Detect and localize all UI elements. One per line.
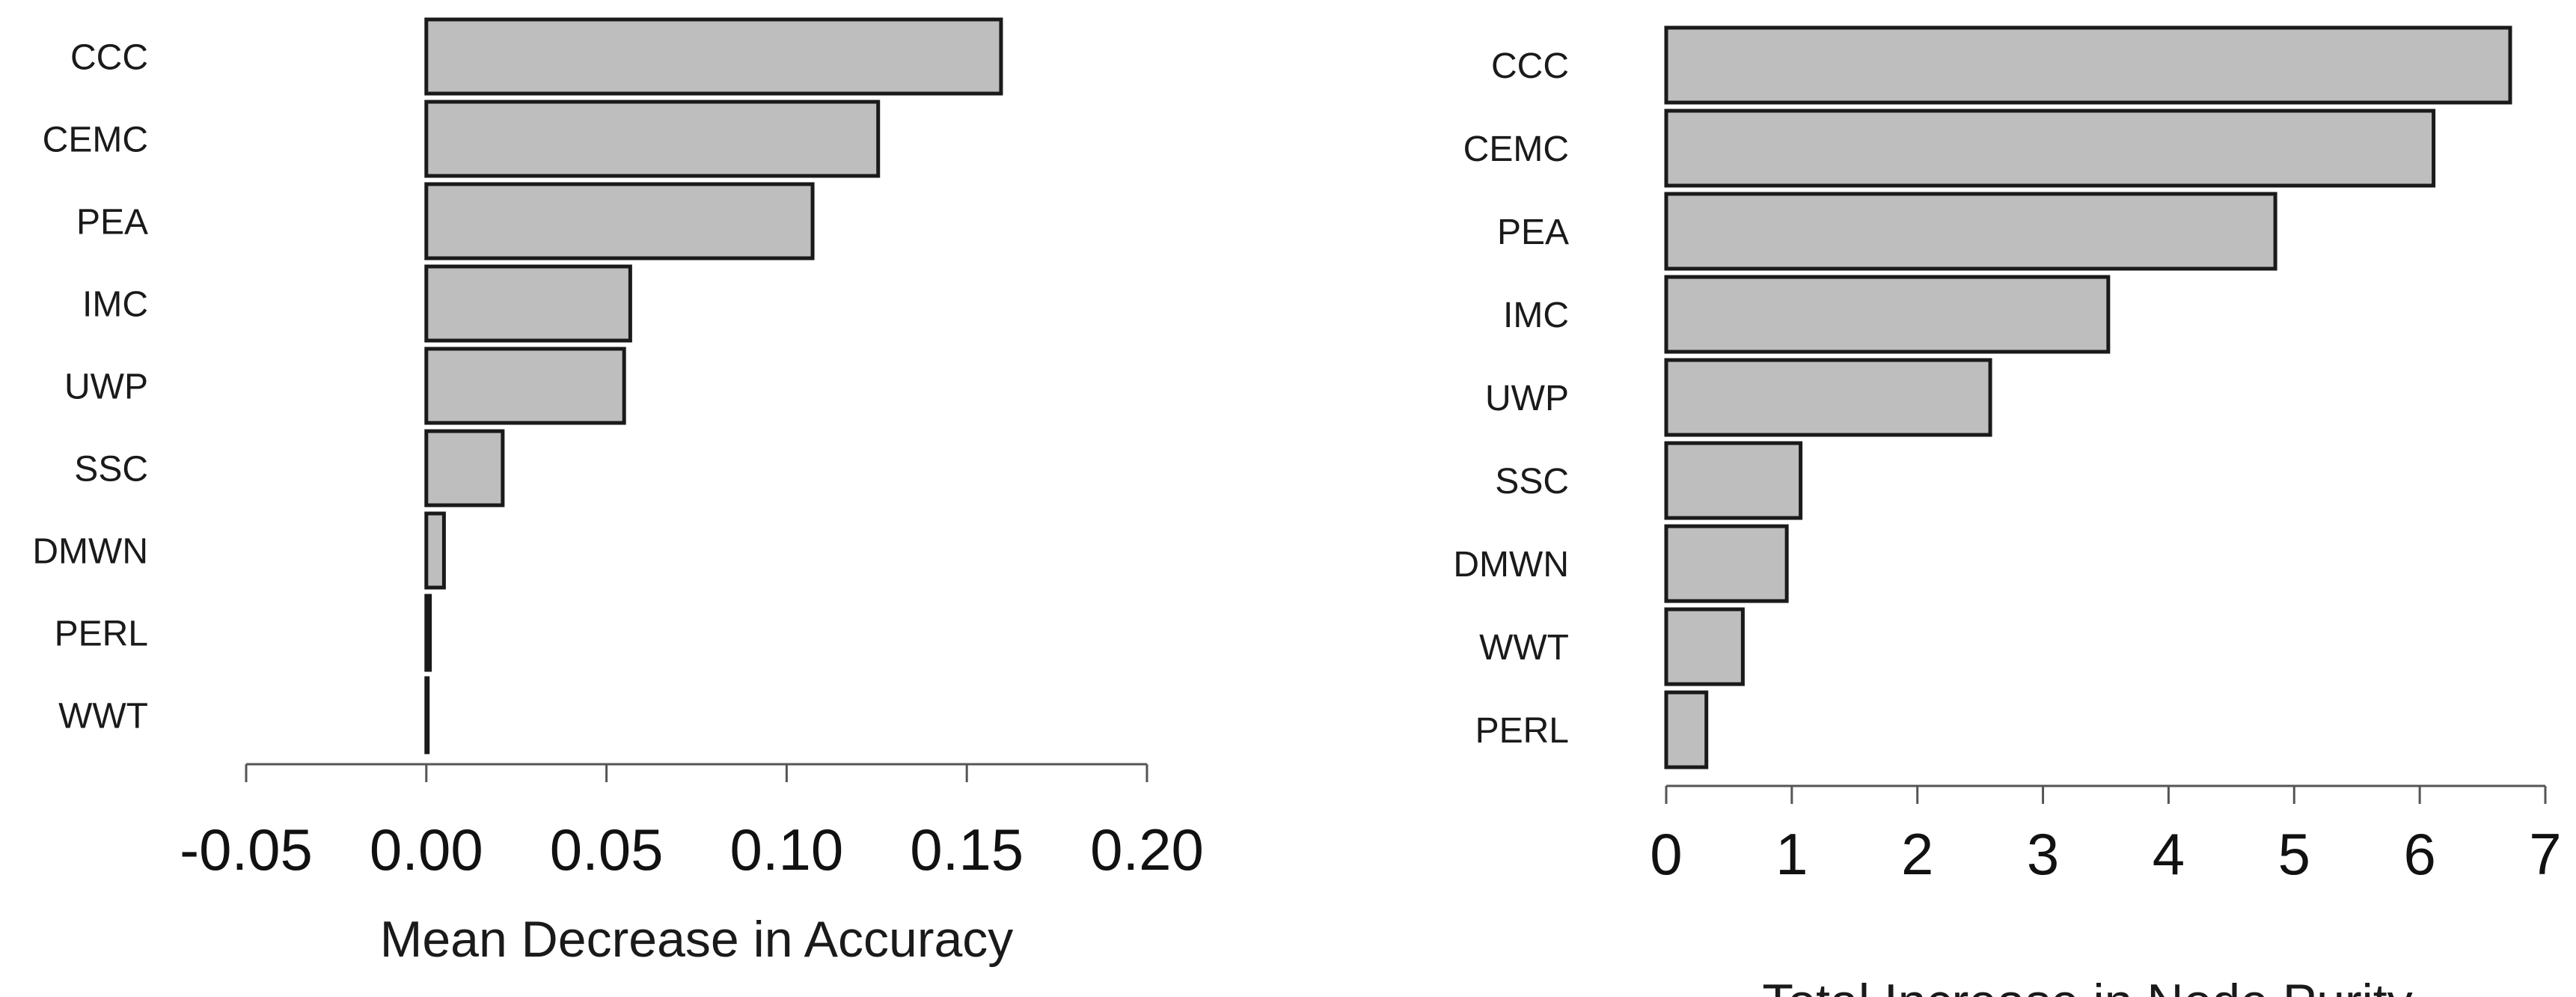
- x-tick-label: 0.10: [729, 817, 843, 882]
- category-label: CEMC: [1463, 129, 1569, 169]
- category-label: UWP: [1485, 379, 1569, 418]
- x-tick-label: 0.20: [1090, 817, 1204, 882]
- category-label: UWP: [64, 368, 148, 407]
- x-tick-label: 1: [1775, 821, 1808, 887]
- bar-perl: [424, 594, 432, 672]
- category-label: PERL: [1475, 711, 1569, 751]
- category-label: SSC: [74, 450, 148, 490]
- category-label: SSC: [1495, 462, 1569, 501]
- accuracy-importance-panel: CCC CEMC PEA IMC UWP SSC DMWN PERL WWT -0.05 0.00 0…: [32, 17, 1204, 968]
- x-tick-label: -0.05: [180, 817, 313, 882]
- bar-imc: [1664, 275, 2111, 354]
- x-tick-label: 4: [2153, 821, 2185, 887]
- x-tick-label: 7: [2529, 821, 2561, 887]
- bar-cemc: [424, 100, 881, 178]
- bar-perl: [1664, 690, 1709, 769]
- category-label: WWT: [1479, 628, 1569, 668]
- bar-ccc: [1664, 25, 2512, 105]
- bar-uwp: [1664, 358, 1992, 437]
- node-purity-importance-panel: CCC CEMC PEA IMC UWP SSC DMWN WWT PERL 0 1 2 3 4 5 6 7 To…: [1453, 25, 2562, 997]
- bar-imc: [424, 264, 632, 343]
- category-label: DMWN: [1453, 545, 1569, 585]
- category-label: DMWN: [32, 532, 148, 572]
- x-tick-label: 0.05: [550, 817, 664, 882]
- x-tick-label: 0: [1650, 821, 1682, 887]
- bar-wwt: [424, 676, 430, 754]
- x-tick-label: 0.15: [910, 817, 1024, 882]
- bar-dmwn: [1664, 524, 1789, 603]
- category-label: PEA: [76, 203, 148, 243]
- x-tick-label: 3: [2027, 821, 2059, 887]
- bar-dmwn: [424, 511, 446, 590]
- x-tick-label: 6: [2403, 821, 2435, 887]
- category-label: CEMC: [43, 121, 148, 160]
- category-label: CCC: [70, 38, 148, 78]
- category-label: PEA: [1497, 213, 1569, 252]
- bar-uwp: [424, 347, 626, 425]
- bar-wwt: [1664, 607, 1745, 686]
- category-label: PERL: [55, 615, 148, 654]
- x-tick-label: 2: [1901, 821, 1933, 887]
- category-label: IMC: [1503, 296, 1569, 335]
- bar-cemc: [1664, 109, 2436, 188]
- x-axis-title: Mean Decrease in Accuracy: [380, 911, 1014, 968]
- bar-ssc: [424, 429, 505, 507]
- category-label: IMC: [82, 285, 148, 325]
- category-label: CCC: [1491, 46, 1569, 86]
- bar-pea: [1664, 192, 2277, 271]
- x-tick-label: 5: [2278, 821, 2310, 887]
- category-label: WWT: [58, 697, 148, 737]
- bar-ccc: [424, 17, 1003, 96]
- x-axis-title: Total Increase in Node Purity: [1762, 974, 2412, 997]
- bar-pea: [424, 182, 815, 260]
- x-tick-label: 0.00: [370, 817, 483, 882]
- bar-ssc: [1664, 441, 1803, 520]
